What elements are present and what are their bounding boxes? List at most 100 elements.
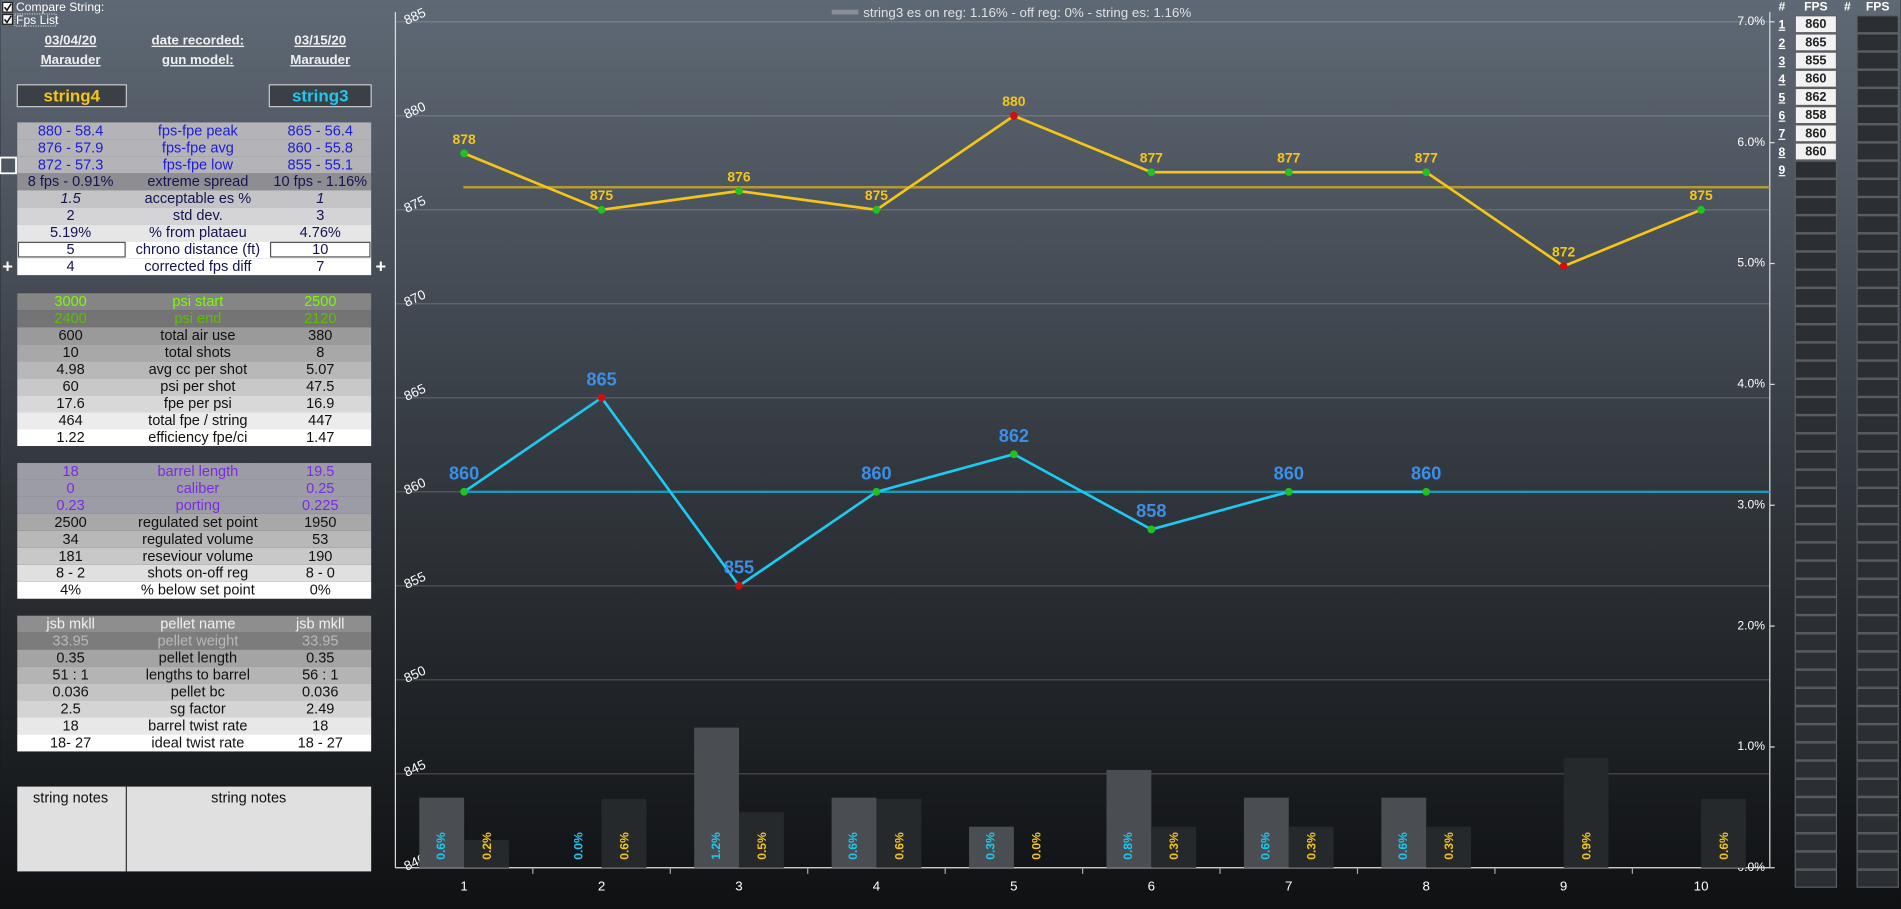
- list-cell[interactable]: [1856, 106, 1899, 125]
- list-cell[interactable]: [1794, 506, 1838, 525]
- list-cell[interactable]: [1856, 524, 1899, 543]
- list-cell[interactable]: [1794, 106, 1838, 125]
- list-cell[interactable]: [1856, 778, 1899, 797]
- list-cell[interactable]: [1794, 851, 1838, 870]
- list-cell[interactable]: [1856, 796, 1899, 816]
- list-cell[interactable]: [1856, 269, 1899, 288]
- list-cell[interactable]: [1794, 778, 1838, 797]
- list-cell[interactable]: [1794, 124, 1838, 143]
- list-cell[interactable]: [1794, 160, 1838, 179]
- list-cell[interactable]: [1856, 742, 1899, 761]
- list-cell[interactable]: [1856, 433, 1899, 452]
- list-cell[interactable]: [1856, 87, 1899, 107]
- list-cell[interactable]: [1856, 251, 1899, 270]
- list-cell[interactable]: [1856, 415, 1899, 434]
- list-cell[interactable]: [1856, 615, 1899, 634]
- list-cell[interactable]: [1856, 833, 1899, 852]
- list-cell[interactable]: [1794, 524, 1838, 543]
- list-cell[interactable]: [1794, 196, 1838, 216]
- list-cell[interactable]: [1856, 15, 1899, 34]
- list-cell[interactable]: [1794, 15, 1838, 34]
- list-cell[interactable]: [1856, 233, 1899, 252]
- list-cell[interactable]: [1856, 69, 1899, 88]
- list-cell[interactable]: [1794, 633, 1838, 652]
- list-cell[interactable]: [1856, 869, 1899, 888]
- notes-box[interactable]: [17, 786, 372, 872]
- list-cell[interactable]: [1794, 342, 1838, 361]
- list-cell[interactable]: [1794, 360, 1838, 379]
- list-cell[interactable]: [1856, 851, 1899, 870]
- list-cell[interactable]: [1794, 433, 1838, 452]
- list-cell[interactable]: [1856, 469, 1899, 488]
- list-cell[interactable]: [1794, 578, 1838, 597]
- list-cell[interactable]: [1794, 742, 1838, 761]
- list-cell[interactable]: [1856, 124, 1899, 143]
- list-cell[interactable]: [1856, 596, 1899, 616]
- list-cell[interactable]: [1856, 506, 1899, 525]
- list-cell[interactable]: [1794, 87, 1838, 107]
- list-cell[interactable]: [1856, 451, 1899, 470]
- list-cell[interactable]: [1794, 451, 1838, 470]
- list-cell[interactable]: [1794, 469, 1838, 488]
- list-cell[interactable]: [1794, 869, 1838, 888]
- list-cell[interactable]: [1856, 724, 1899, 743]
- list-cell[interactable]: [1856, 142, 1899, 161]
- list-cell[interactable]: [1794, 233, 1838, 252]
- list-cell[interactable]: [1794, 287, 1838, 307]
- list-cell[interactable]: [1856, 33, 1899, 52]
- list-cell[interactable]: [1856, 705, 1899, 725]
- list-cell[interactable]: [1856, 287, 1899, 307]
- list-cell[interactable]: [1856, 578, 1899, 597]
- list-cell[interactable]: [1794, 596, 1838, 616]
- list-cell[interactable]: [1856, 760, 1899, 779]
- list-cell[interactable]: [1794, 215, 1838, 234]
- checkbox-fps-list[interactable]: Fps List: [2, 13, 59, 27]
- list-cell[interactable]: [1794, 142, 1838, 161]
- list-cell[interactable]: [1856, 196, 1899, 216]
- list-cell[interactable]: [1794, 51, 1838, 70]
- list-cell[interactable]: [1794, 705, 1838, 725]
- list-cell[interactable]: [1794, 178, 1838, 197]
- list-cell[interactable]: [1856, 633, 1899, 652]
- list-cell[interactable]: [1794, 542, 1838, 561]
- list-cell[interactable]: [1856, 324, 1899, 343]
- list-cell[interactable]: [1856, 487, 1899, 507]
- list-cell[interactable]: [1856, 178, 1899, 197]
- input-box[interactable]: [269, 241, 371, 258]
- list-cell[interactable]: [1794, 378, 1838, 397]
- list-cell[interactable]: [1856, 306, 1899, 325]
- list-cell[interactable]: [1794, 651, 1838, 670]
- list-cell[interactable]: [1856, 815, 1899, 834]
- list-cell[interactable]: [1856, 687, 1899, 706]
- list-cell[interactable]: [1794, 396, 1838, 416]
- checkbox-compare[interactable]: Compare String:: [2, 0, 105, 14]
- list-cell[interactable]: [1856, 160, 1899, 179]
- input-box[interactable]: [17, 241, 126, 258]
- list-cell[interactable]: [1856, 51, 1899, 70]
- list-cell[interactable]: [1794, 415, 1838, 434]
- list-cell[interactable]: [1794, 669, 1838, 688]
- string4-button[interactable]: string4: [16, 84, 127, 108]
- list-cell[interactable]: [1794, 560, 1838, 579]
- list-cell[interactable]: [1856, 215, 1899, 234]
- list-cell[interactable]: [1856, 560, 1899, 579]
- list-cell[interactable]: [1794, 833, 1838, 852]
- add-button[interactable]: +: [2, 257, 13, 277]
- list-cell[interactable]: [1856, 360, 1899, 379]
- list-cell[interactable]: [1856, 651, 1899, 670]
- list-cell[interactable]: [1794, 33, 1838, 52]
- add-button[interactable]: +: [376, 257, 387, 277]
- list-cell[interactable]: [1856, 396, 1899, 416]
- list-cell[interactable]: [1794, 687, 1838, 706]
- list-cell[interactable]: [1794, 815, 1838, 834]
- list-cell[interactable]: [1794, 760, 1838, 779]
- list-cell[interactable]: [1794, 324, 1838, 343]
- list-cell[interactable]: [1794, 724, 1838, 743]
- list-cell[interactable]: [1794, 306, 1838, 325]
- string3-button[interactable]: string3: [268, 84, 372, 108]
- list-cell[interactable]: [1856, 378, 1899, 397]
- list-cell[interactable]: [1856, 542, 1899, 561]
- list-cell[interactable]: [1794, 269, 1838, 288]
- list-cell[interactable]: [1794, 487, 1838, 507]
- list-cell[interactable]: [1856, 669, 1899, 688]
